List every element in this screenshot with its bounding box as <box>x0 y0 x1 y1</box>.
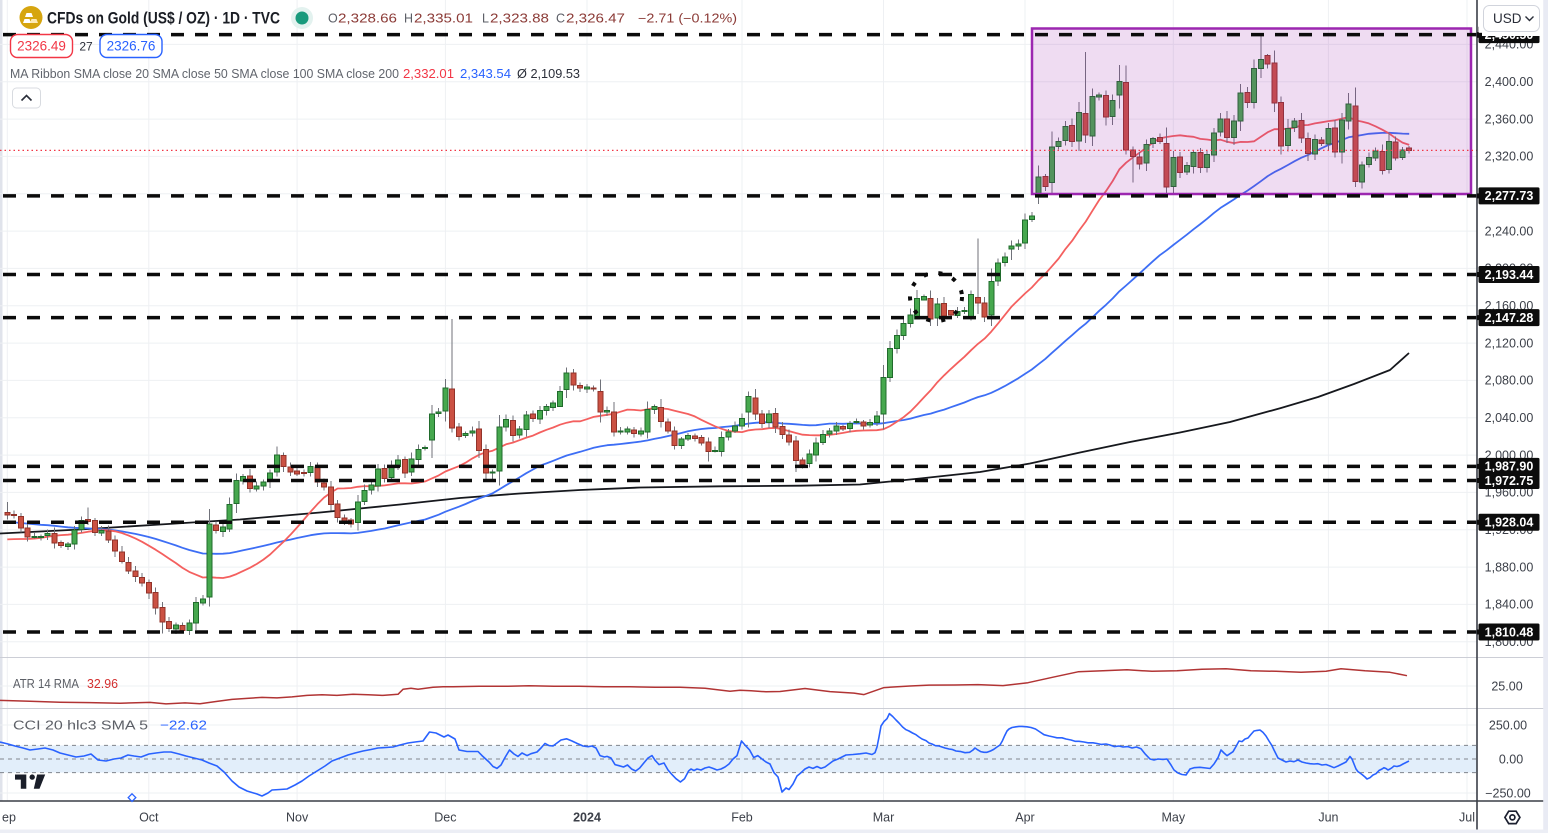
svg-text:1,810.48: 1,810.48 <box>1485 625 1534 639</box>
svg-text:−2.71 (−0.12%): −2.71 (−0.12%) <box>638 12 737 26</box>
svg-text:2,147.28: 2,147.28 <box>1485 311 1534 325</box>
svg-text:2,343.54: 2,343.54 <box>460 66 511 81</box>
svg-text:27: 27 <box>79 40 93 54</box>
svg-text:2,240.00: 2,240.00 <box>1485 224 1534 238</box>
svg-text:1,928.04: 1,928.04 <box>1485 516 1534 530</box>
svg-text:Jul: Jul <box>1459 811 1475 825</box>
svg-text:−250.00: −250.00 <box>1485 786 1531 800</box>
svg-text:2,328.66: 2,328.66 <box>338 12 397 26</box>
svg-text:Jun: Jun <box>1318 811 1338 825</box>
svg-text:2,335.01: 2,335.01 <box>414 12 473 26</box>
svg-text:O: O <box>328 12 338 26</box>
svg-text:2024: 2024 <box>573 811 601 825</box>
svg-text:2,360.00: 2,360.00 <box>1485 112 1534 126</box>
svg-text:2326.49: 2326.49 <box>17 39 66 54</box>
svg-text:ep: ep <box>2 811 16 825</box>
svg-text:2,400.00: 2,400.00 <box>1485 75 1534 89</box>
svg-text:1,880.00: 1,880.00 <box>1485 560 1534 574</box>
svg-text:CCI 20 hlc3 SMA 5: CCI 20 hlc3 SMA 5 <box>13 718 148 733</box>
svg-text:L: L <box>482 12 489 26</box>
svg-text:1,960.00: 1,960.00 <box>1485 486 1534 500</box>
svg-text:2,320.00: 2,320.00 <box>1485 150 1534 164</box>
svg-text:Ø 2,109.53: Ø 2,109.53 <box>517 66 580 81</box>
svg-text:H: H <box>404 12 413 26</box>
svg-text:CFDs on Gold (US$ / OZ) · 1D ·: CFDs on Gold (US$ / OZ) · 1D · TVC <box>47 10 280 28</box>
svg-text:−22.62: −22.62 <box>160 718 207 733</box>
svg-text:2,277.73: 2,277.73 <box>1485 189 1534 203</box>
svg-text:1,972.75: 1,972.75 <box>1485 474 1534 488</box>
svg-text:2,326.47: 2,326.47 <box>566 12 625 26</box>
svg-text:2,040.00: 2,040.00 <box>1485 411 1534 425</box>
svg-text:Nov: Nov <box>286 811 309 825</box>
svg-text:Apr: Apr <box>1015 811 1034 825</box>
svg-text:0.00: 0.00 <box>1499 752 1523 766</box>
svg-text:25.00: 25.00 <box>1491 679 1522 693</box>
svg-text:May: May <box>1161 811 1185 825</box>
svg-text:Feb: Feb <box>731 811 753 825</box>
svg-text:2,120.00: 2,120.00 <box>1485 336 1534 350</box>
svg-text:250.00: 250.00 <box>1489 718 1527 732</box>
svg-text:2,080.00: 2,080.00 <box>1485 374 1534 388</box>
svg-text:2,193.44: 2,193.44 <box>1485 268 1534 282</box>
svg-text:C: C <box>556 12 565 26</box>
svg-text:2,323.88: 2,323.88 <box>490 12 549 26</box>
svg-text:ATR 14 RMA: ATR 14 RMA <box>13 676 79 691</box>
svg-text:USD: USD <box>1493 11 1522 26</box>
svg-text:2326.76: 2326.76 <box>107 39 156 54</box>
svg-text:Mar: Mar <box>873 811 895 825</box>
svg-text:MA Ribbon SMA close 20 SMA clo: MA Ribbon SMA close 20 SMA close 50 SMA … <box>10 66 399 81</box>
svg-text:Oct: Oct <box>139 811 159 825</box>
svg-text:1,840.00: 1,840.00 <box>1485 598 1534 612</box>
svg-text:2,332.01: 2,332.01 <box>403 66 454 81</box>
svg-text:1,987.90: 1,987.90 <box>1485 460 1534 474</box>
svg-text:32.96: 32.96 <box>87 676 118 691</box>
svg-text:Dec: Dec <box>434 811 456 825</box>
